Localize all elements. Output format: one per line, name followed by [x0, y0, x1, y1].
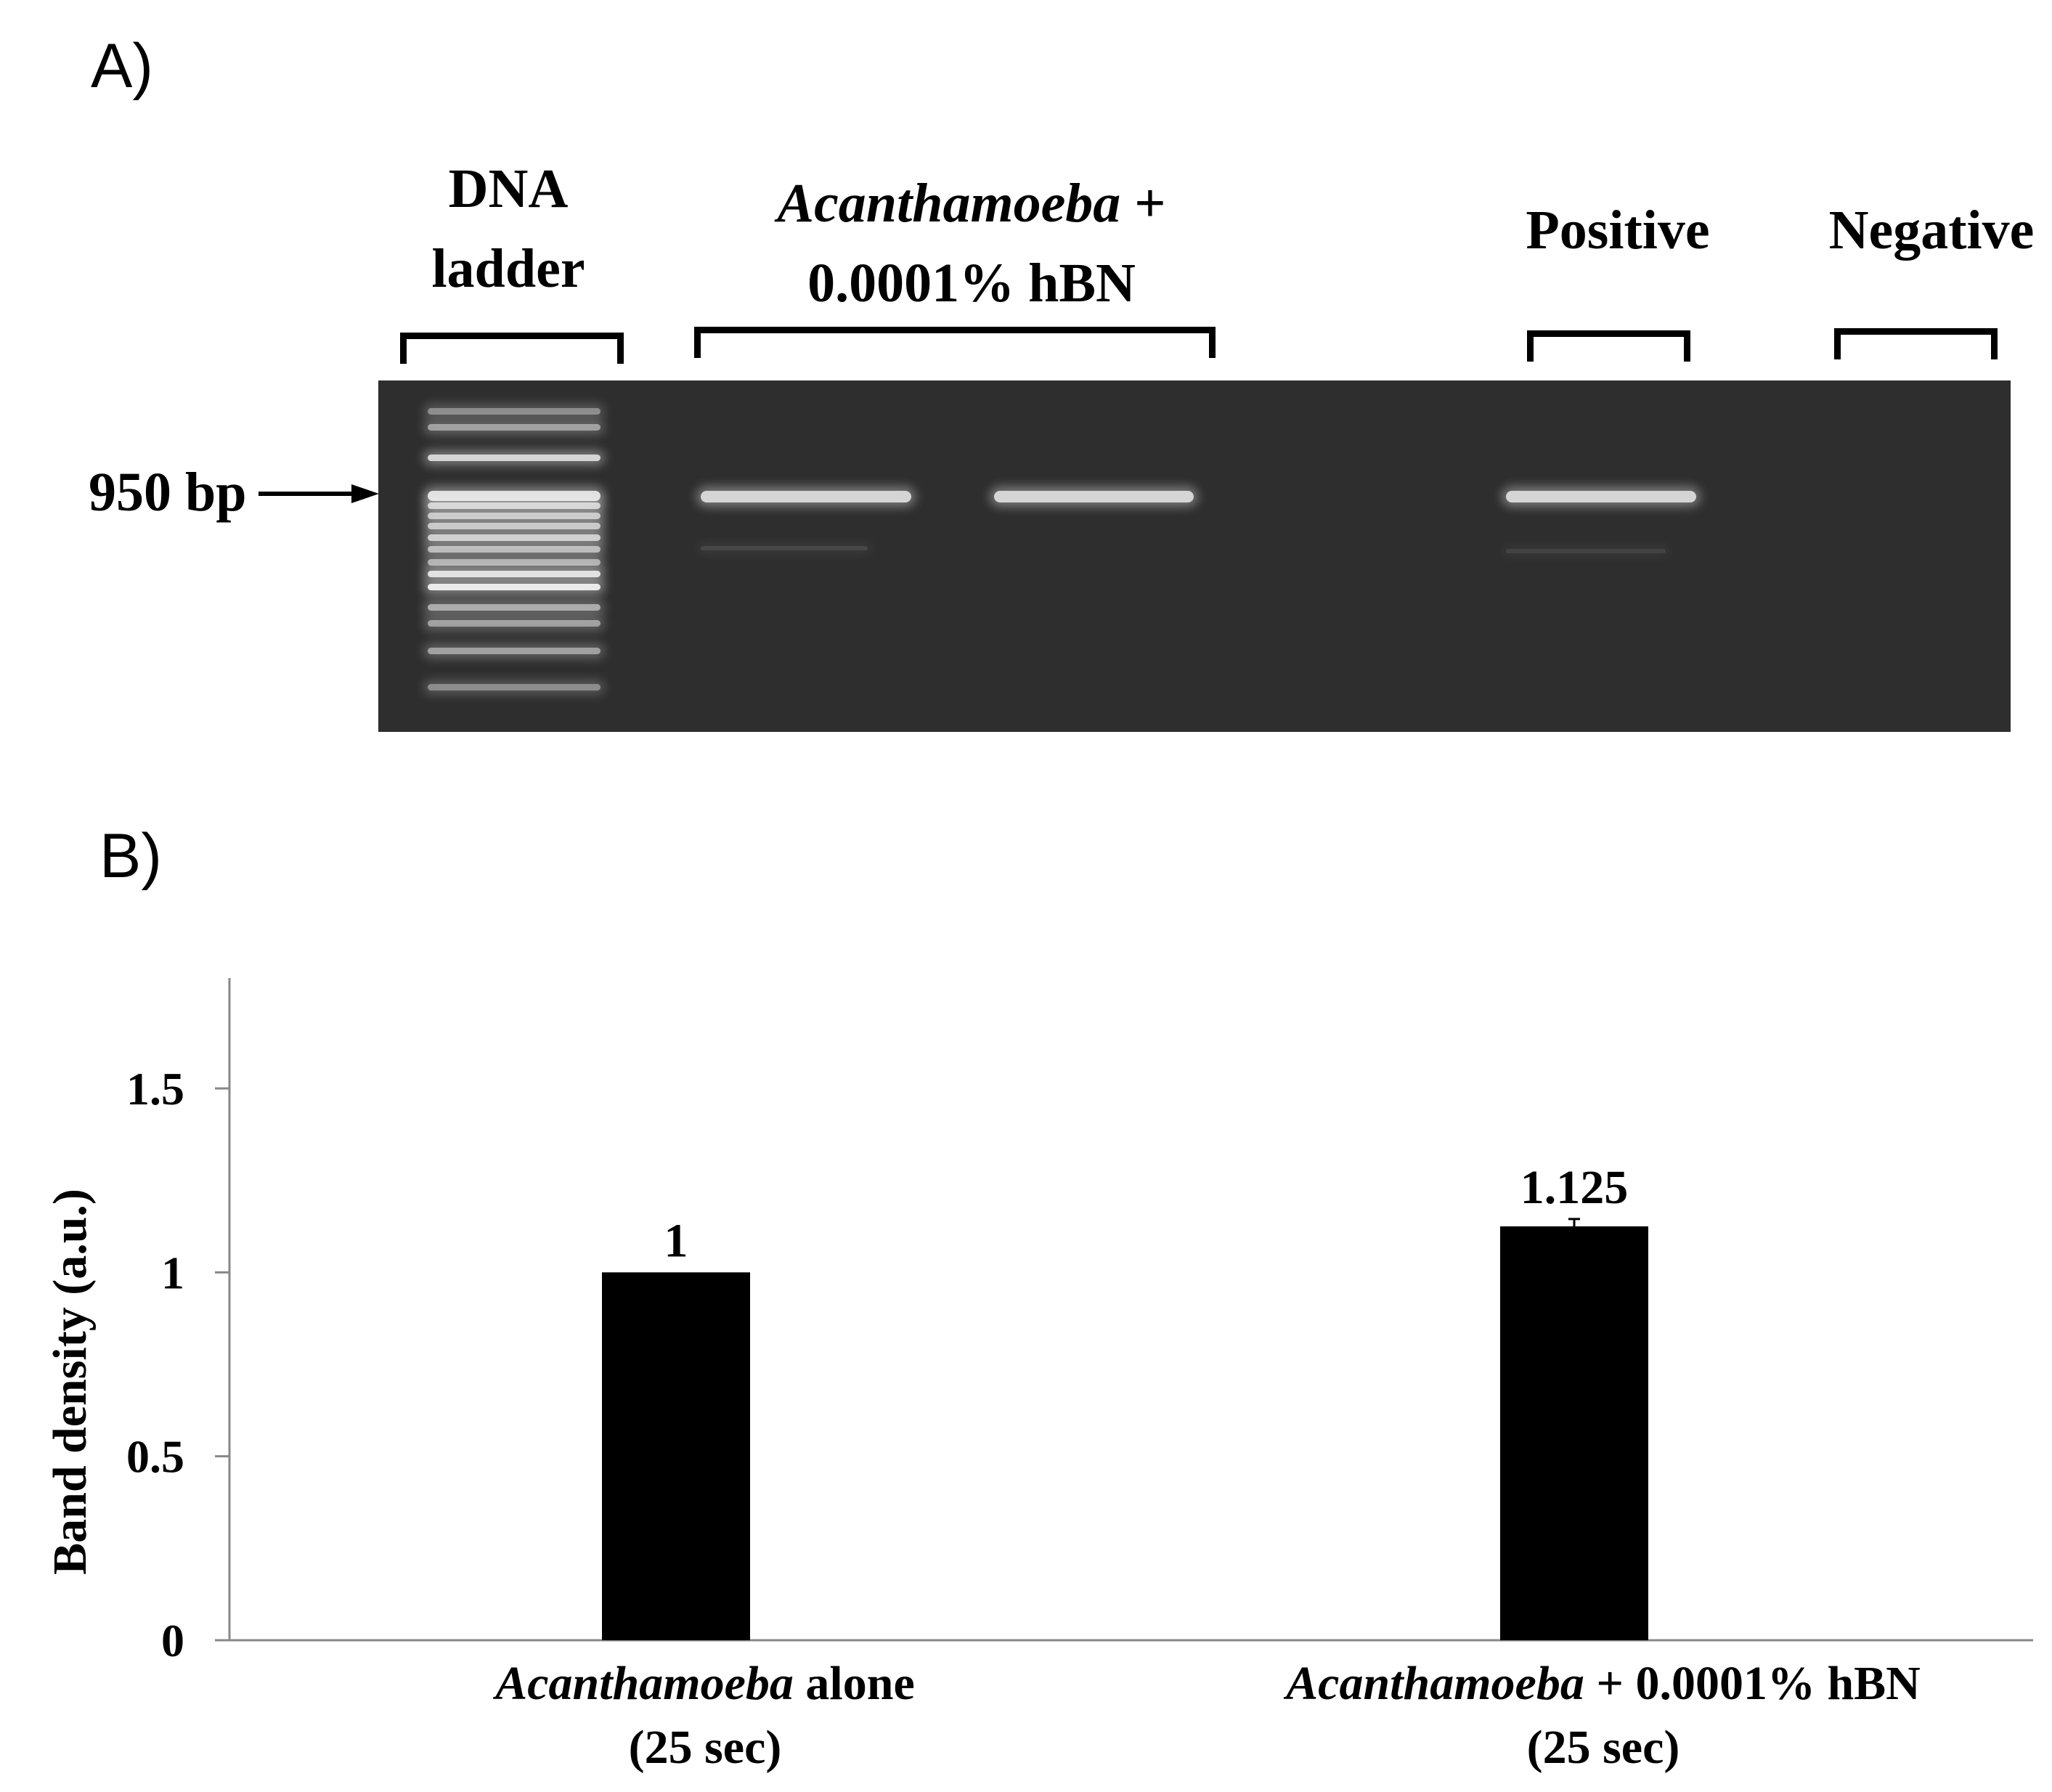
ladder-band — [428, 408, 600, 415]
ladder-band — [428, 620, 600, 627]
bracket-negative — [1834, 328, 1998, 359]
x-category-rest: + 0.0001% hBN — [1584, 1657, 1921, 1710]
ladder-band — [428, 502, 600, 509]
marker-label-950bp: 950 bp — [89, 462, 247, 523]
chart-labels: 0 0.5 1 1.5 Band density (a.u.) 1 Acanthamoeba… — [44, 1063, 1921, 1774]
sample-band — [701, 491, 911, 502]
value-label: 1 — [664, 1214, 688, 1267]
x-category-italic: Acanthamoeba — [1283, 1657, 1584, 1710]
lane-label-dna-ladder: DNA ladder — [431, 149, 585, 309]
x-category-italic: Acanthamoeba — [492, 1657, 794, 1710]
ladder-band — [428, 523, 600, 529]
treated-label-line2: 0.0001% hBN — [807, 253, 1136, 314]
x-category-label: Acanthamoeba + 0.0001% hBN — [1283, 1657, 1921, 1710]
chart-bars — [602, 1218, 1648, 1640]
x-category-line2: (25 sec) — [1527, 1721, 1680, 1774]
ladder-band — [428, 648, 600, 654]
bar — [602, 1272, 750, 1640]
y-tick-label: 0.5 — [126, 1431, 184, 1483]
ladder-band — [428, 559, 600, 566]
smear — [1506, 549, 1666, 553]
lane-label-negative: Negative — [1828, 200, 2035, 261]
ladder-band — [428, 513, 600, 519]
x-category-label: Acanthamoeba alone — [492, 1657, 915, 1710]
ladder-band — [428, 546, 600, 553]
gel-image — [378, 380, 2011, 732]
ladder-band — [428, 584, 600, 590]
value-label: 1.125 — [1520, 1161, 1629, 1214]
chart-axes — [215, 978, 2033, 1642]
panel-b-label: B) — [99, 821, 162, 891]
ladder-label-line2: ladder — [431, 238, 585, 300]
ladder-band — [428, 571, 600, 577]
y-tick-label: 0 — [161, 1615, 184, 1666]
ladder-band — [428, 491, 600, 501]
lane-label-positive: Positive — [1526, 200, 1710, 261]
bar — [1500, 1226, 1648, 1640]
ladder-band — [428, 424, 600, 431]
ladder-band — [428, 604, 600, 611]
bracket-positive — [1527, 330, 1690, 362]
sample-band — [994, 491, 1194, 502]
bracket-ladder — [400, 333, 624, 364]
panel-a-label: A) — [91, 31, 153, 101]
positive-band — [1506, 491, 1696, 502]
treated-label-italic: Acanthamoeba — [777, 173, 1121, 234]
treated-label-rest: + — [1120, 173, 1166, 234]
x-category-rest: alone — [794, 1657, 915, 1710]
ladder-band — [428, 684, 600, 691]
x-category-line2: (25 sec) — [629, 1721, 782, 1774]
ladder-label-line1: DNA — [448, 158, 569, 219]
y-tick-label: 1.5 — [126, 1063, 184, 1115]
ladder-band — [428, 455, 600, 461]
bracket-treated — [694, 327, 1216, 358]
ladder-band — [428, 534, 600, 541]
smear — [701, 546, 868, 550]
marker-arrow-icon — [258, 484, 379, 503]
y-tick-label: 1 — [161, 1247, 184, 1298]
lane-label-treated: Acanthamoeba + 0.0001% hBN — [777, 163, 1165, 323]
y-axis-label: Band density (a.u.) — [44, 1189, 97, 1575]
